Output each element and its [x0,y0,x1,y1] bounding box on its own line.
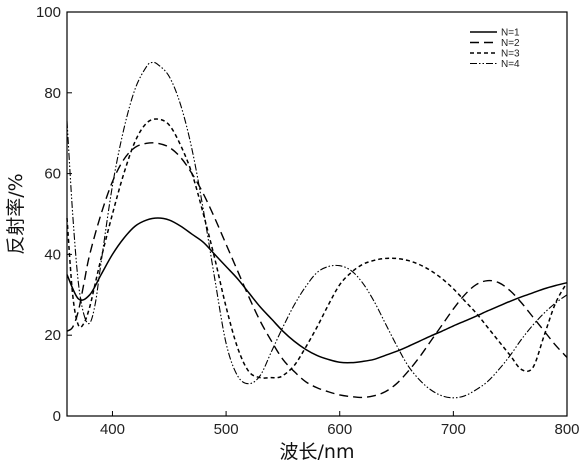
series-line-n2 [66,142,568,399]
x-tick-label: 500 [214,421,239,438]
y-tick-label: 40 [44,246,61,263]
y-tick-label: 100 [36,4,61,21]
series-layer [66,61,568,399]
y-tick-label: 80 [44,85,61,102]
axis-ticks: 400 500 600 700 800 0 20 40 60 80 100 [36,4,580,438]
y-axis-title: 反射率/% [5,173,27,254]
plot-frame [66,11,568,417]
y-tick-label: 0 [53,408,61,425]
legend-label-n3: N=3 [501,49,520,60]
legend-label-n1: N=1 [501,28,520,39]
x-tick-label: 800 [554,421,579,438]
y-tick-label: 20 [44,327,61,344]
x-tick-label: 400 [100,421,125,438]
legend-label-n4: N=4 [501,59,520,70]
legend: N=1N=2N=3N=4 [470,28,520,70]
x-tick-label: 700 [441,421,466,438]
x-axis-title: 波长/nm [280,441,355,463]
series-line-n1 [66,217,568,364]
x-tick-label: 600 [327,421,352,438]
series-line-n3 [66,118,568,379]
y-tick-label: 60 [44,166,61,183]
legend-label-n2: N=2 [501,38,520,49]
series-line-n4 [66,61,568,399]
